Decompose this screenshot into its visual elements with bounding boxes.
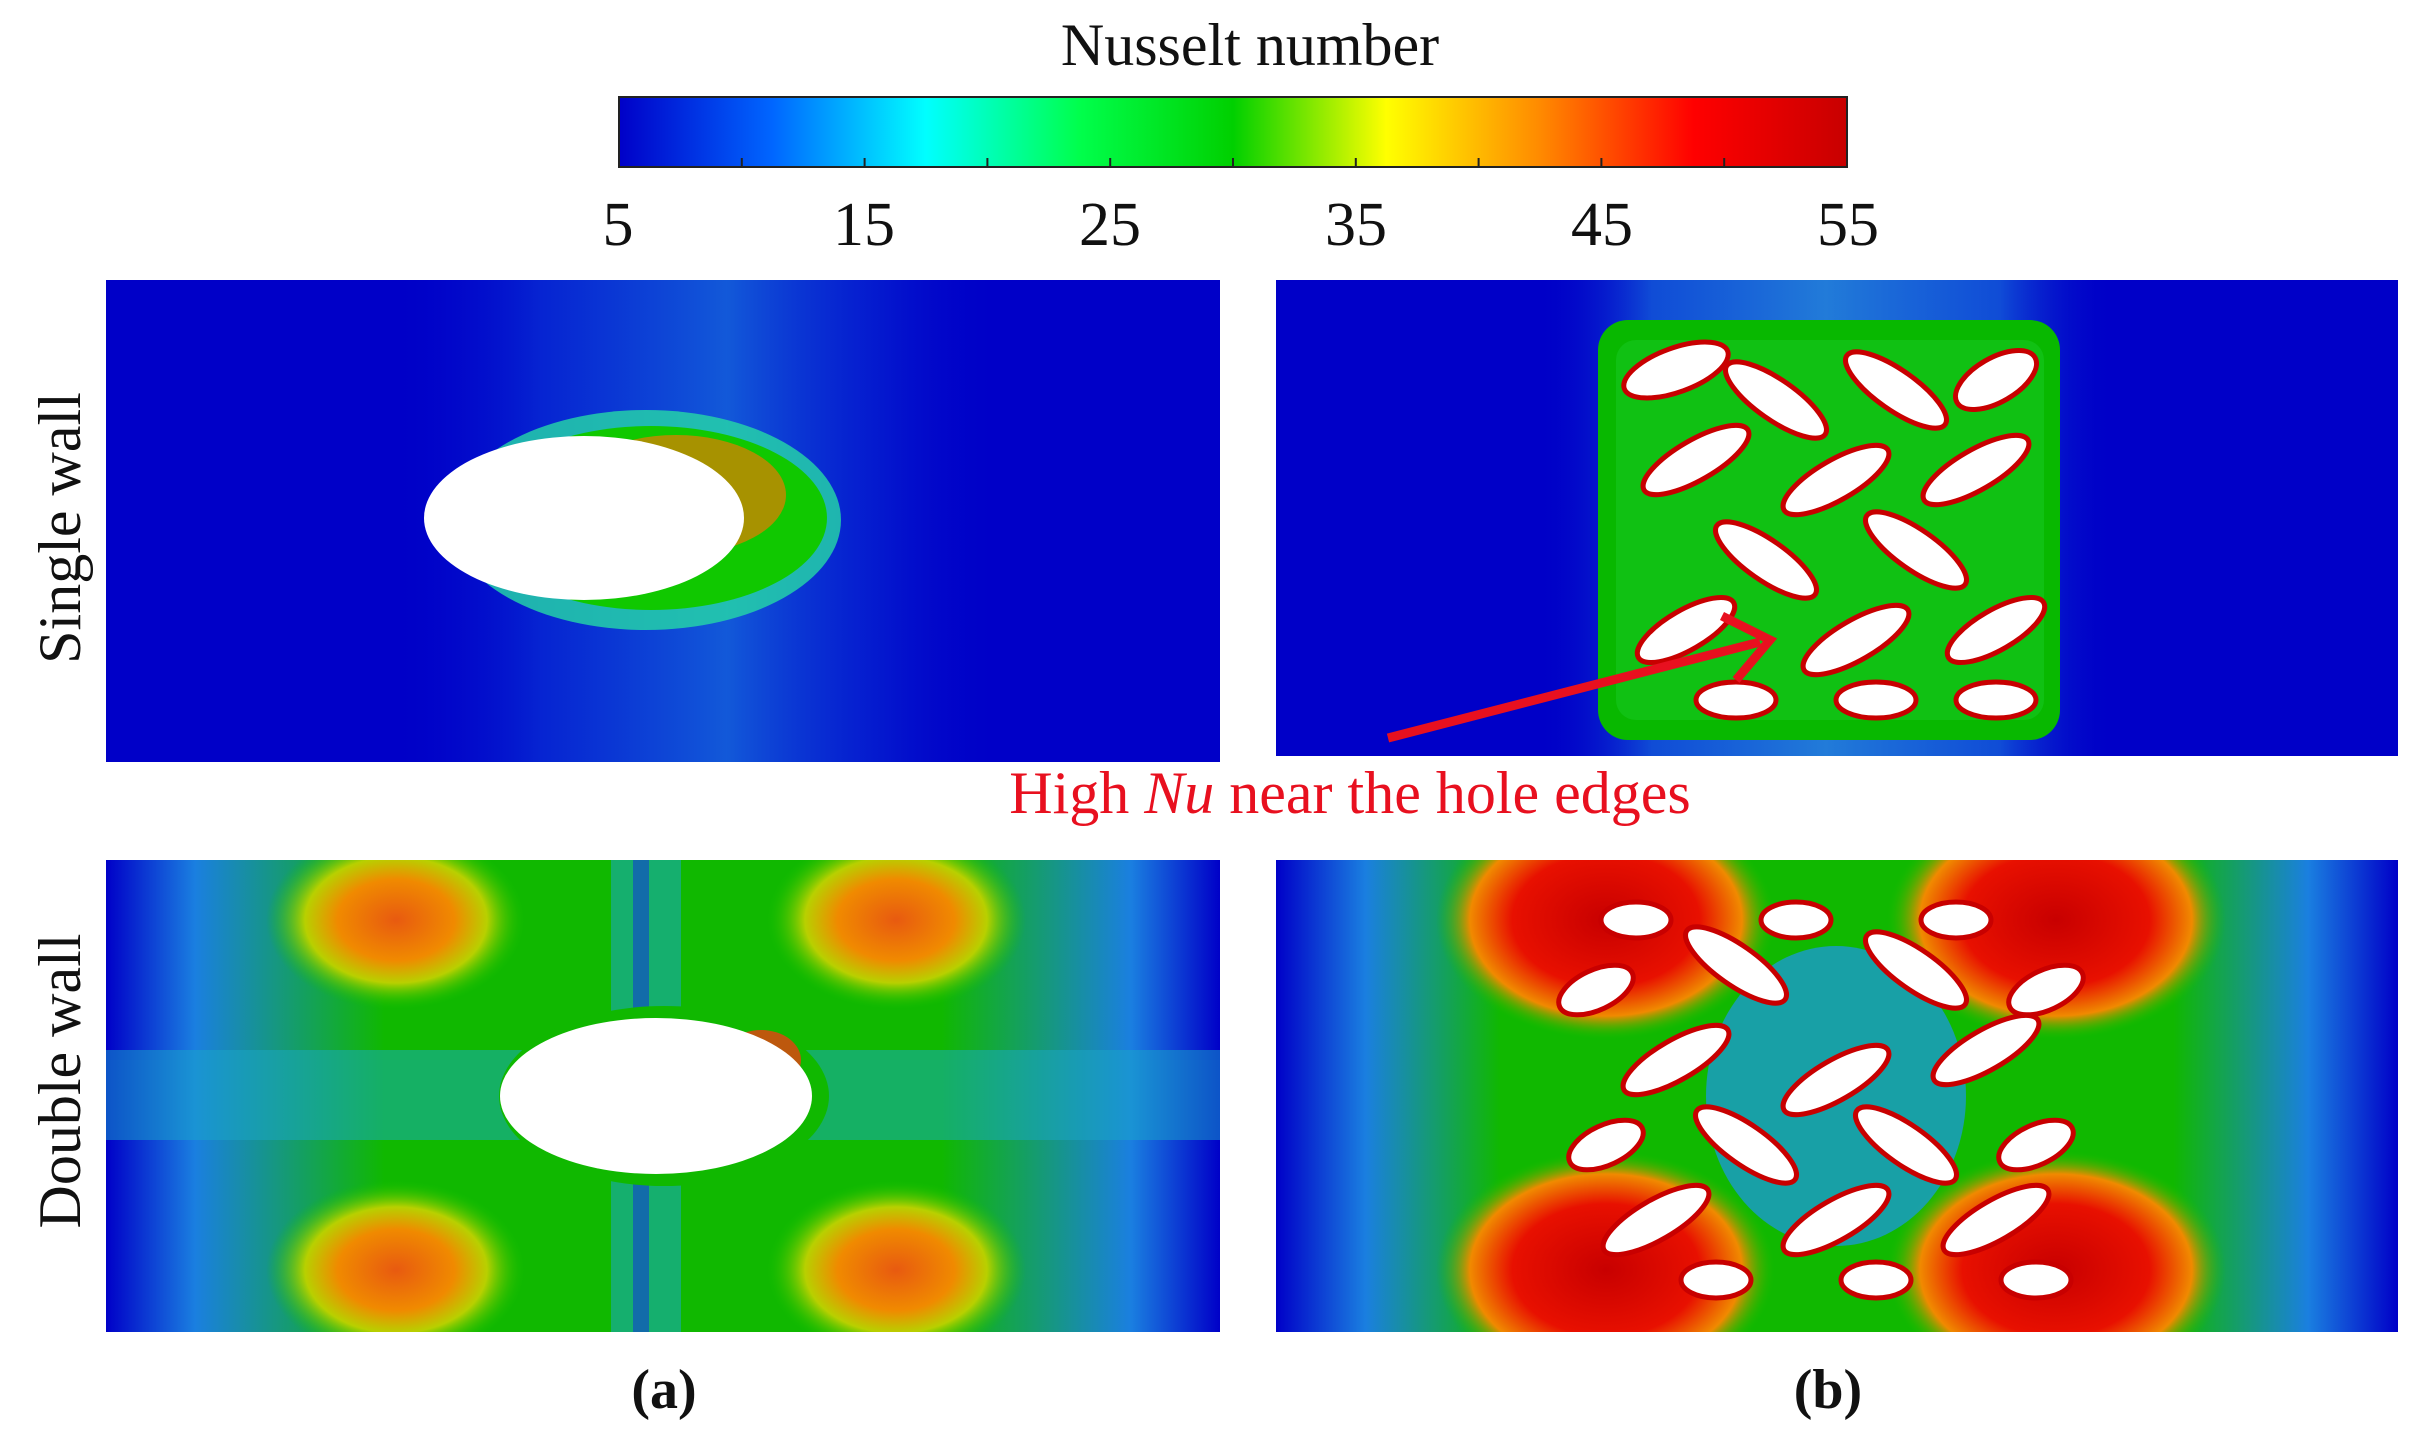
- contour-double-wall-shaped-holes: [1276, 860, 2398, 1332]
- colorbar-tick-label: 25: [1079, 191, 1141, 259]
- panel-label-b: (b): [1793, 1359, 1863, 1421]
- colorbar-tick-label: 15: [833, 191, 895, 259]
- colorbar-tick-label: 5: [602, 191, 634, 259]
- annotation-symbol: Nu: [1144, 760, 1215, 826]
- colorbar-gradient: [618, 96, 1848, 168]
- contour-double-wall-circular-hole: [106, 860, 1220, 1332]
- row-label-single-wall: Single wall: [27, 392, 93, 664]
- contour-single-wall-circular-hole: [106, 280, 1220, 762]
- annotation-prefix: High: [1009, 760, 1145, 826]
- colorbar-tick-label: 45: [1571, 191, 1633, 259]
- panel-label-a: (a): [631, 1359, 697, 1421]
- colorbar: [618, 96, 1848, 168]
- colorbar-tick-label: 35: [1325, 191, 1387, 259]
- row-label-double-wall: Double wall: [27, 933, 93, 1229]
- annotation-text: High Nu near the hole edges: [700, 758, 2000, 828]
- annotation-suffix: near the hole edges: [1214, 760, 1691, 826]
- contour-single-wall-shaped-holes: [1276, 280, 2398, 756]
- colorbar-title: Nusselt number: [1060, 12, 1440, 78]
- colorbar-tick-label: 55: [1817, 191, 1879, 259]
